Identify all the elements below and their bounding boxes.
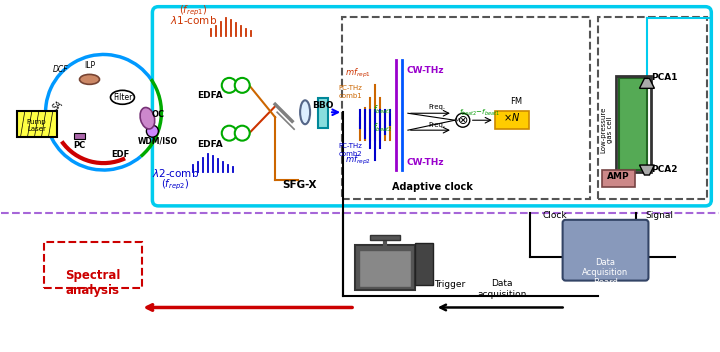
Text: $\lambda$2-comb: $\lambda$2-comb	[152, 167, 199, 179]
Text: WDM/ISO: WDM/ISO	[138, 136, 177, 145]
Bar	[370, 235, 400, 240]
Text: Freq.: Freq.	[428, 104, 446, 110]
Bar	[415, 243, 433, 284]
Ellipse shape	[79, 74, 99, 84]
Text: $\otimes$: $\otimes$	[457, 114, 469, 127]
Bar	[318, 98, 328, 128]
FancyBboxPatch shape	[562, 220, 649, 281]
Circle shape	[222, 126, 237, 141]
Text: Data
acquisition: Data acquisition	[477, 279, 526, 298]
Ellipse shape	[300, 100, 310, 124]
Text: M: M	[454, 118, 460, 123]
Ellipse shape	[140, 107, 155, 129]
Circle shape	[235, 126, 250, 141]
Text: SA: SA	[51, 99, 64, 112]
Bar	[619, 78, 647, 170]
Text: PCA2: PCA2	[651, 165, 678, 174]
Text: CW-THz: CW-THz	[406, 67, 444, 75]
Text: PC-THz: PC-THz	[338, 143, 362, 149]
Text: $\times N$: $\times N$	[503, 111, 521, 123]
Text: BBO: BBO	[312, 101, 334, 110]
Circle shape	[222, 78, 237, 93]
Text: $f_{beat1}$: $f_{beat1}$	[373, 103, 392, 116]
Polygon shape	[639, 78, 654, 88]
Text: PC-THz: PC-THz	[338, 85, 362, 91]
Text: EDF: EDF	[112, 150, 130, 159]
Text: $(f_{rep1})$: $(f_{rep1})$	[179, 4, 207, 18]
Ellipse shape	[110, 90, 135, 104]
Text: Trigger: Trigger	[434, 279, 465, 289]
Bar	[359, 250, 411, 287]
Text: $mf_{rep1}$: $mf_{rep1}$	[345, 67, 371, 80]
Polygon shape	[639, 165, 654, 175]
Text: Freq.: Freq.	[428, 122, 446, 128]
FancyBboxPatch shape	[601, 170, 636, 187]
Text: Filter: Filter	[113, 93, 132, 102]
Text: AMP: AMP	[607, 172, 630, 181]
Text: EDFA: EDFA	[197, 140, 223, 149]
Text: PC: PC	[73, 141, 86, 150]
Text: PCA1: PCA1	[651, 73, 678, 82]
Text: DCF: DCF	[53, 65, 68, 74]
Text: comb1: comb1	[338, 93, 362, 99]
Text: $(f_{rep2})$: $(f_{rep2})$	[161, 177, 189, 192]
Text: Low-pressure
gas cell: Low-pressure gas cell	[600, 107, 613, 153]
Text: Adaptive clock: Adaptive clock	[392, 182, 473, 192]
Bar	[355, 245, 415, 290]
Bar	[616, 76, 652, 172]
Circle shape	[235, 78, 250, 93]
Text: $f_{beat2}{-}f_{beat1}$: $f_{beat2}{-}f_{beat1}$	[459, 108, 500, 118]
Text: EDFA: EDFA	[197, 91, 223, 100]
Text: $mf_{rep2}$: $mf_{rep2}$	[345, 153, 371, 166]
Text: CW-THz: CW-THz	[406, 158, 444, 167]
Text: $f_{beat2}$: $f_{beat2}$	[373, 121, 393, 134]
Text: ILP: ILP	[84, 62, 95, 70]
Text: SFG-X: SFG-X	[282, 180, 316, 190]
Text: Spectral
analysis: Spectral analysis	[65, 269, 120, 297]
FancyBboxPatch shape	[44, 242, 143, 288]
FancyBboxPatch shape	[17, 111, 57, 137]
Circle shape	[146, 125, 158, 137]
Text: comb2: comb2	[338, 151, 362, 157]
Bar	[73, 133, 84, 139]
Text: Pump
Laser: Pump Laser	[27, 119, 46, 132]
Text: OC: OC	[152, 110, 165, 119]
Text: Data
Acquisition
Board: Data Acquisition Board	[582, 258, 629, 288]
Text: FM: FM	[510, 97, 522, 106]
Text: $\lambda$1-comb: $\lambda$1-comb	[170, 14, 217, 26]
FancyBboxPatch shape	[495, 111, 528, 129]
Circle shape	[456, 113, 469, 127]
Text: Signal: Signal	[645, 211, 673, 220]
Text: Clock: Clock	[542, 211, 567, 220]
